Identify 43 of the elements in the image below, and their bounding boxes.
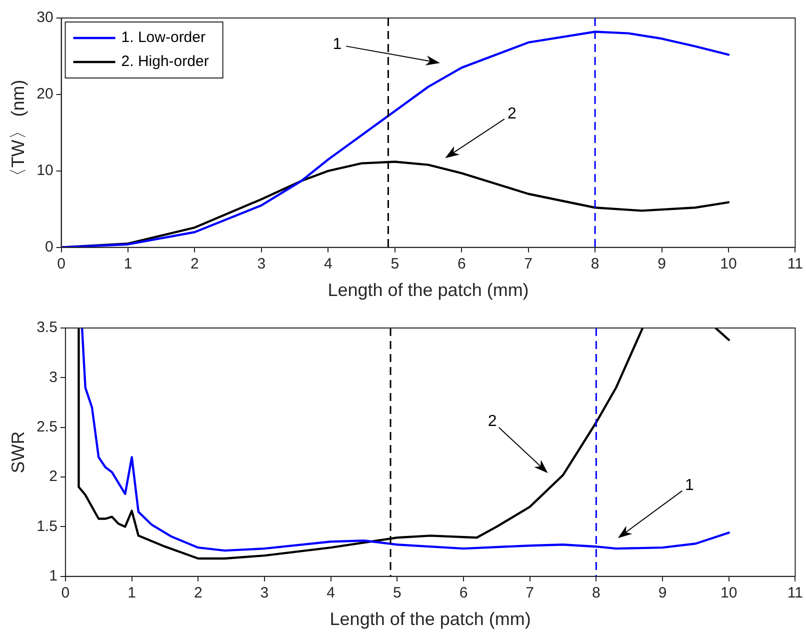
x-tick-label: 3 xyxy=(257,256,266,273)
x-tick-label: 9 xyxy=(658,584,667,602)
y-tick-label: 0 xyxy=(44,238,54,256)
y-tick-label: 30 xyxy=(36,9,54,26)
y-axis-title: SWR xyxy=(8,431,28,474)
x-tick-label: 2 xyxy=(190,256,199,273)
y-tick-label: 20 xyxy=(36,86,54,103)
x-tick-label: 3 xyxy=(260,584,269,602)
y-axis-title: 〈TW〉 (nm) xyxy=(8,80,28,186)
x-tick-label: 2 xyxy=(194,584,202,602)
annotation: 1 xyxy=(332,36,342,54)
x-tick-label: 5 xyxy=(390,256,400,273)
annotation: 2 xyxy=(488,412,497,430)
x-tick-label: 6 xyxy=(457,256,466,273)
x-tick-label: 5 xyxy=(392,584,402,602)
x-tick-label: 7 xyxy=(526,584,534,602)
y-tick-label: 2.5 xyxy=(36,418,58,436)
x-tick-label: 11 xyxy=(787,256,804,273)
legend-label: 2. High-order xyxy=(121,53,209,70)
y-tick-label: 3 xyxy=(49,368,58,386)
x-tick-label: 8 xyxy=(592,584,600,602)
y-tick-label: 2 xyxy=(49,468,58,486)
x-tick-label: 11 xyxy=(787,584,804,602)
x-tick-label: 8 xyxy=(590,256,600,273)
x-tick-label: 10 xyxy=(720,584,738,602)
y-tick-label: 10 xyxy=(36,162,54,180)
annotation: 2 xyxy=(507,106,516,123)
x-tick-label: 1 xyxy=(128,584,136,602)
y-tick-label: 1 xyxy=(49,568,58,585)
x-tick-label: 0 xyxy=(61,584,70,602)
x-axis-title: Length of the patch (mm) xyxy=(328,280,529,300)
x-tick-label: 10 xyxy=(720,256,737,273)
x-tick-label: 4 xyxy=(324,256,332,273)
x-axis-title: Length of the patch (mm) xyxy=(330,609,531,630)
x-tick-label: 6 xyxy=(459,584,468,602)
y-tick-label: 1.5 xyxy=(36,518,58,535)
legend-label: 1. Low-order xyxy=(121,29,206,46)
x-tick-label: 9 xyxy=(658,256,666,273)
x-tick-label: 1 xyxy=(124,256,132,273)
annotation: 1 xyxy=(684,476,694,494)
x-tick-label: 4 xyxy=(326,584,335,602)
x-tick-label: 7 xyxy=(524,256,533,273)
y-tick-label: 3.5 xyxy=(36,319,58,336)
